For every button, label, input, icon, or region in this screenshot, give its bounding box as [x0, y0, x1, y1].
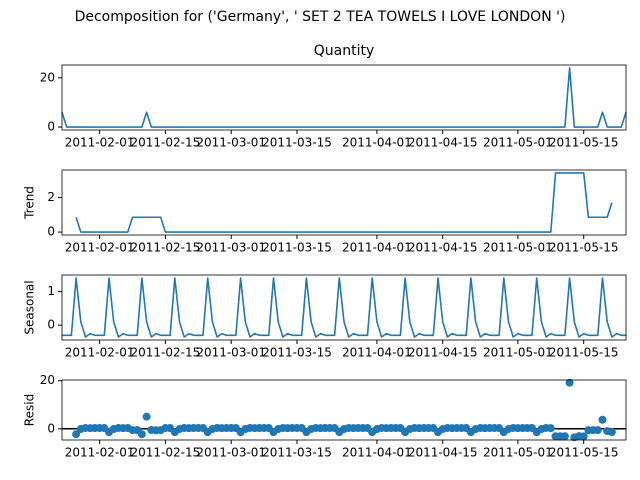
x-tick-label: 2011-05-15	[549, 346, 619, 360]
x-tick-label: 2011-04-15	[408, 241, 478, 255]
x-tick-label: 2011-05-01	[483, 136, 553, 150]
x-tick-label: 2011-03-15	[262, 136, 332, 150]
x-tick-label: 2011-04-15	[408, 136, 478, 150]
x-tick-label: 2011-02-15	[131, 346, 201, 360]
x-tick-label: 2011-04-15	[408, 346, 478, 360]
point	[546, 424, 555, 433]
point	[579, 432, 588, 441]
x-tick-label: 2011-02-15	[131, 136, 201, 150]
x-tick-label: 2011-02-01	[65, 136, 135, 150]
y-tick-label: 20	[40, 70, 55, 84]
x-tick-label: 2011-04-01	[342, 346, 412, 360]
y-tick-label: 0	[47, 318, 55, 332]
x-tick-label: 2011-05-15	[549, 446, 619, 460]
point	[560, 432, 569, 441]
x-tick-label: 2011-04-01	[342, 446, 412, 460]
y-axis-label: Resid	[23, 394, 37, 426]
axes-frame	[61, 274, 627, 341]
x-tick-label: 2011-03-01	[196, 346, 266, 360]
x-tick-label: 2011-03-01	[196, 136, 266, 150]
y-tick-label: 0	[47, 225, 55, 239]
x-tick-label: 2011-05-01	[483, 446, 553, 460]
x-tick-label: 2011-02-01	[65, 241, 135, 255]
x-tick-label: 2011-02-01	[65, 446, 135, 460]
x-tick-label: 2011-05-01	[483, 346, 553, 360]
x-tick-label: 2011-02-01	[65, 346, 135, 360]
point	[593, 426, 602, 435]
y-tick-label: 0	[47, 421, 55, 435]
y-axis-label: Trend	[23, 186, 37, 220]
point	[607, 428, 616, 437]
y-axis-label: Seasonal	[23, 280, 37, 334]
x-tick-label: 2011-04-01	[342, 136, 412, 150]
x-tick-label: 2011-05-15	[549, 241, 619, 255]
line	[61, 67, 627, 128]
axes-frame	[61, 169, 627, 236]
x-tick-label: 2011-03-01	[196, 446, 266, 460]
y-tick-label: 1	[47, 284, 55, 298]
y-tick-label: 2	[47, 190, 55, 204]
x-tick-label: 2011-02-15	[131, 241, 201, 255]
line	[62, 277, 626, 338]
x-tick-label: 2011-03-15	[262, 346, 332, 360]
panel-title: Quantity	[314, 43, 375, 59]
axes-frame	[61, 64, 627, 131]
point	[598, 415, 607, 424]
x-tick-label: 2011-05-15	[549, 136, 619, 150]
axes-frame	[61, 379, 627, 441]
x-tick-label: 2011-04-01	[342, 241, 412, 255]
y-tick-label: 20	[40, 373, 55, 387]
figure-title: Decomposition for ('Germany', ' SET 2 TE…	[75, 9, 566, 25]
point	[137, 430, 146, 439]
x-tick-label: 2011-02-15	[131, 446, 201, 460]
y-tick-label: 0	[47, 120, 55, 134]
x-tick-label: 2011-03-01	[196, 241, 266, 255]
x-tick-label: 2011-03-15	[262, 446, 332, 460]
x-tick-label: 2011-05-01	[483, 241, 553, 255]
point	[72, 430, 81, 439]
x-tick-label: 2011-04-15	[408, 446, 478, 460]
line	[75, 172, 613, 233]
x-tick-label: 2011-03-15	[262, 241, 332, 255]
point	[142, 412, 151, 421]
point	[565, 378, 574, 387]
